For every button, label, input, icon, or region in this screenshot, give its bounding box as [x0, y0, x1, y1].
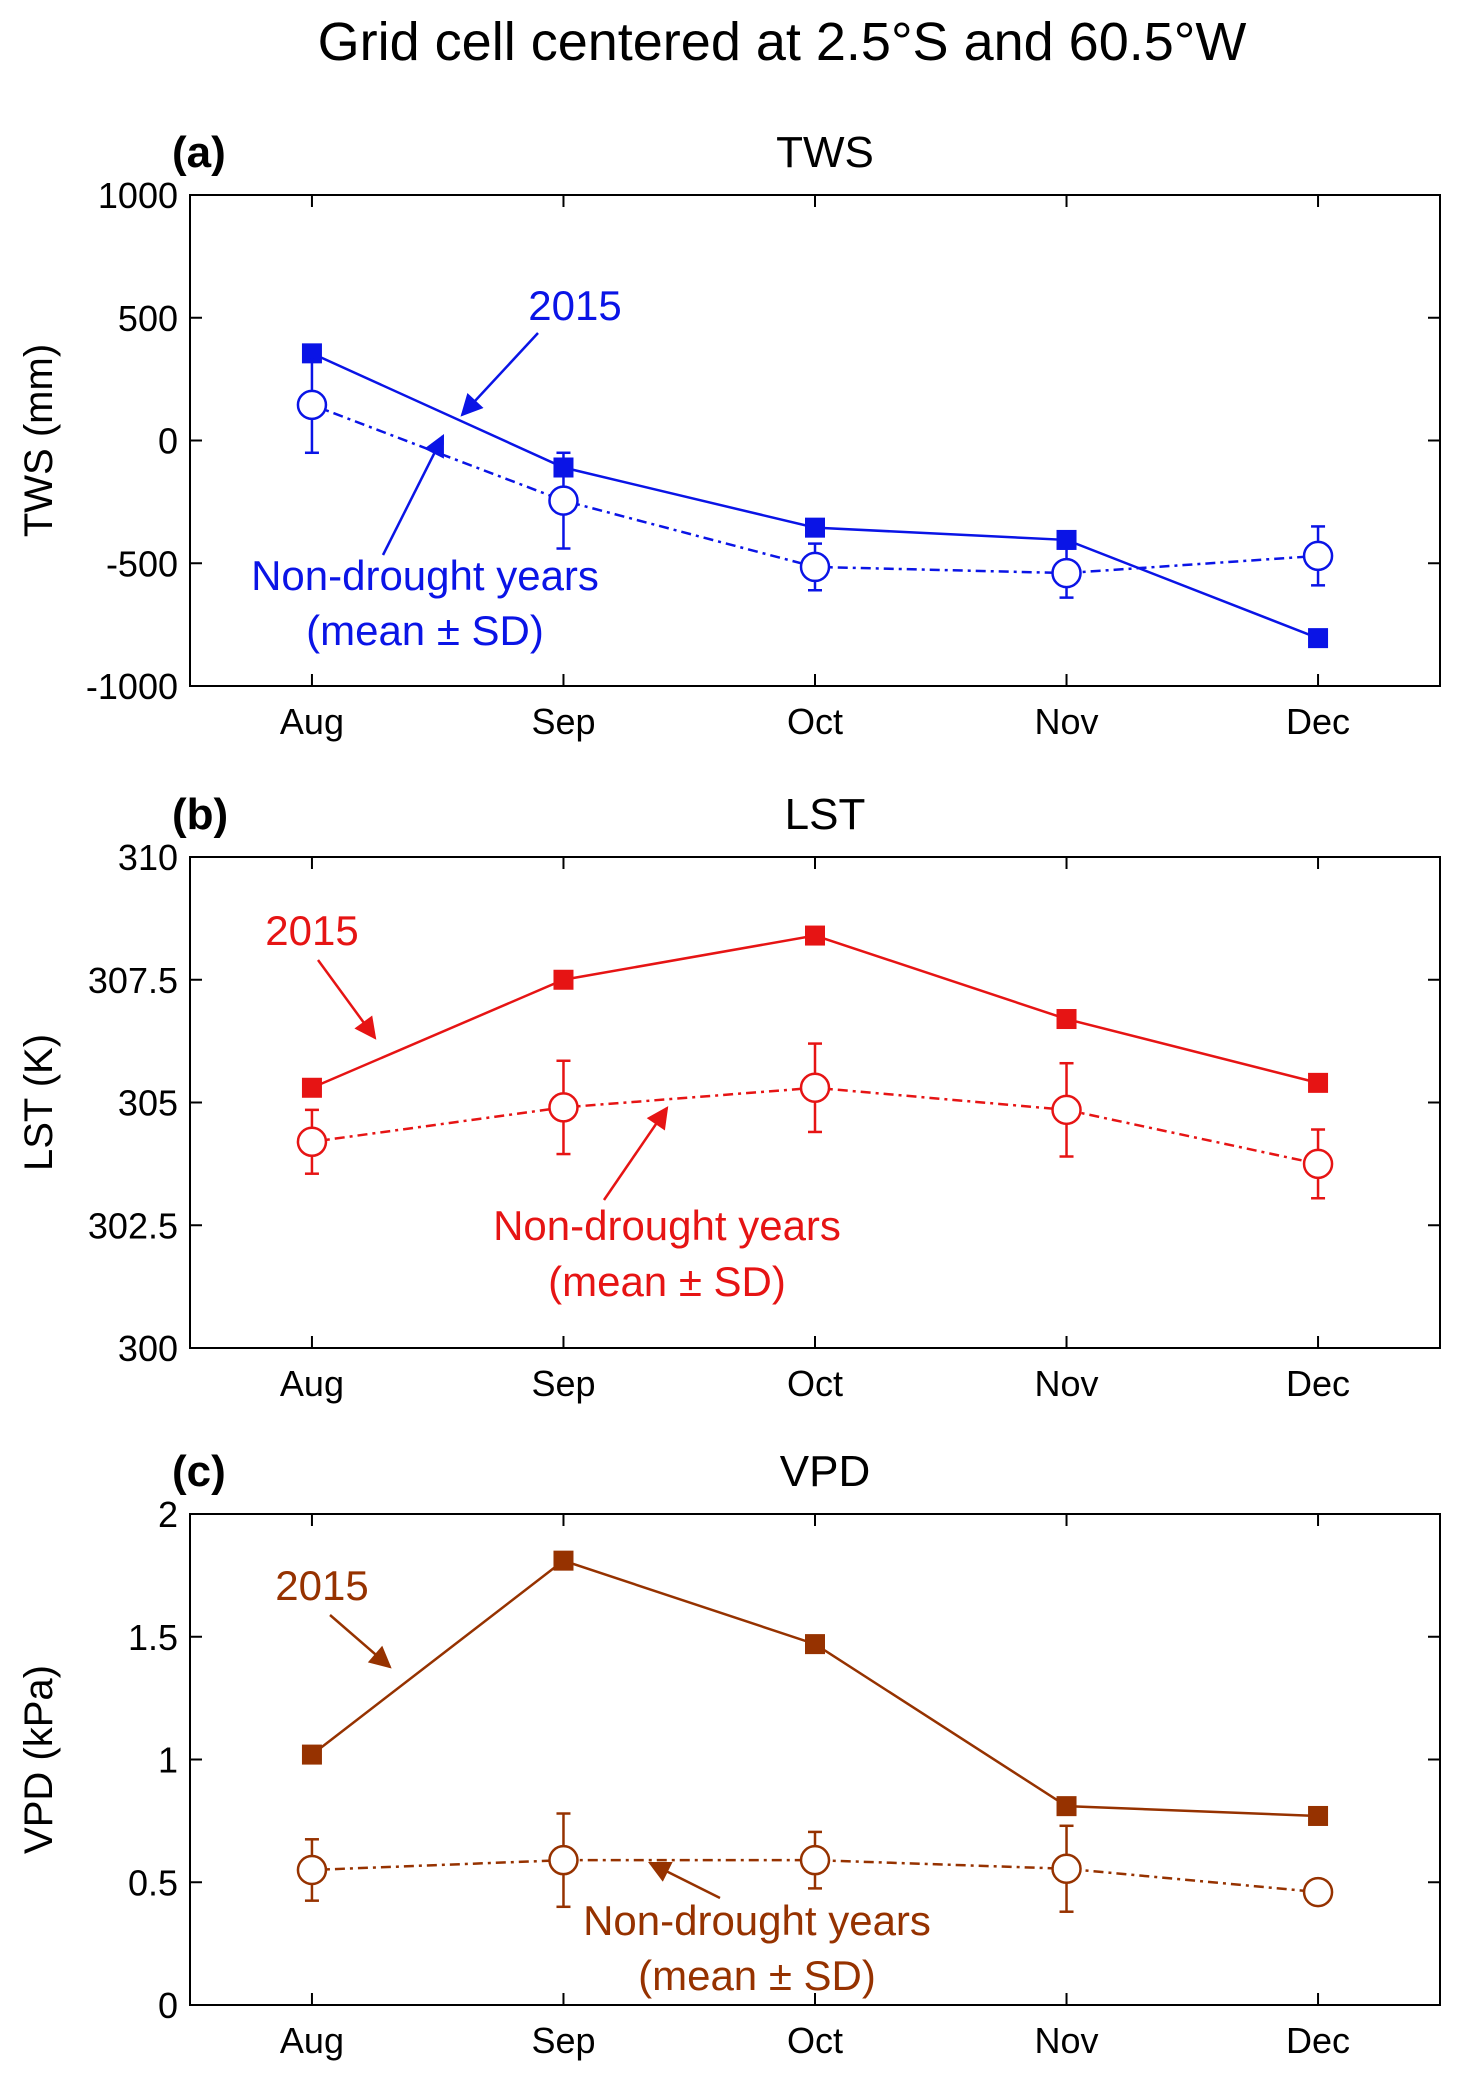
data-point	[799, 1844, 831, 1876]
data-point	[296, 389, 328, 421]
panel-tws: (a) TWS 1000 500 0 -500 -1000 Aug Sep Oct Nov Dec TW…	[17, 128, 1441, 742]
data-point	[548, 485, 579, 516]
annotation-2015-arrow	[329, 1614, 392, 1669]
x-tick-label: Aug	[280, 1363, 344, 1404]
panel-label: (b)	[172, 790, 228, 839]
annotation-non-drought-label: Non-drought years	[583, 1897, 931, 1944]
data-point	[1051, 1853, 1082, 1884]
y-tick-label: -500	[106, 543, 178, 584]
annotation-2015-label: 2015	[265, 907, 358, 954]
annotation-2015-arrow	[316, 959, 377, 1040]
y-tick-label: 0.5	[128, 1862, 178, 1903]
y-tick-label: 307.5	[88, 960, 178, 1001]
data-point	[548, 1092, 579, 1123]
chart-panels: (a) TWS 1000 500 0 -500 -1000 Aug Sep Oct Nov Dec TW…	[17, 128, 1441, 2061]
annotation-non-drought-label: Non-drought years	[251, 552, 599, 599]
x-tick-label: Sep	[531, 701, 595, 742]
x-tick-label: Nov	[1035, 701, 1099, 742]
annotation-2015-label: 2015	[528, 282, 621, 329]
x-tick-label: Aug	[280, 2020, 344, 2061]
y-axis-label: TWS (mm)	[17, 344, 61, 537]
data-point	[1051, 1094, 1082, 1126]
data-point	[805, 1634, 825, 1655]
x-tick-label: Oct	[787, 701, 843, 742]
data-point	[301, 343, 322, 364]
panel-title: LST	[785, 790, 866, 839]
data-point	[1056, 1009, 1077, 1030]
data-point	[1302, 1148, 1334, 1180]
annotation-2015-label: 2015	[275, 1562, 368, 1609]
y-tick-label: 2	[158, 1494, 178, 1535]
data-point	[301, 1077, 322, 1098]
y-tick-label: 302.5	[88, 1205, 178, 1246]
data-point	[296, 1854, 328, 1886]
x-tick-label: Dec	[1286, 701, 1350, 742]
data-point	[1056, 1796, 1077, 1817]
data-point	[1308, 1805, 1329, 1826]
data-point	[1302, 540, 1334, 572]
annotation-non-drought-arrow	[381, 434, 445, 556]
panel-label: (c)	[172, 1447, 226, 1496]
data-point	[1056, 529, 1077, 550]
series-line	[311, 1858, 1319, 1894]
y-tick-label: 1000	[98, 175, 178, 216]
x-tick-label: Sep	[531, 1363, 595, 1404]
data-point	[553, 969, 574, 990]
data-point	[1308, 628, 1329, 649]
data-point	[301, 1744, 322, 1765]
x-tick-label: Oct	[787, 1363, 843, 1404]
data-point	[799, 551, 831, 583]
y-tick-label: 500	[118, 298, 178, 339]
panel-title: TWS	[776, 128, 874, 177]
panel-vpd: (c) VPD 2 1.5 1 0.5 0 Aug Sep Oct Nov Dec VPD (kPa) 2…	[17, 1447, 1441, 2061]
panel-label: (a)	[172, 128, 226, 177]
panel-lst: (b) LST 310 307.5 305 302.5 300 Aug Sep Oct Nov Dec…	[17, 790, 1441, 1404]
annotation-non-drought-sublabel: (mean ± SD)	[638, 1952, 876, 1999]
annotation-non-drought-label: Non-drought years	[493, 1202, 841, 1249]
annotation-2015-arrow	[460, 332, 539, 417]
y-axis-label: VPD (kPa)	[17, 1665, 61, 1854]
figure-title: Grid cell centered at 2.5°S and 60.5°W	[318, 12, 1247, 72]
data-point	[805, 925, 825, 946]
y-axis-label: LST (K)	[17, 1034, 61, 1171]
x-tick-label: Sep	[531, 2020, 595, 2061]
annotation-non-drought-arrow	[602, 1106, 669, 1201]
x-tick-label: Aug	[280, 701, 344, 742]
annotation-non-drought-sublabel: (mean ± SD)	[306, 607, 544, 654]
y-tick-label: 1	[158, 1740, 178, 1781]
y-tick-label: 0	[158, 1985, 178, 2026]
data-point	[296, 1126, 328, 1158]
panel-title: VPD	[780, 1447, 870, 1496]
x-tick-label: Nov	[1035, 2020, 1099, 2061]
y-tick-label: 300	[118, 1328, 178, 1369]
annotation-non-drought-sublabel: (mean ± SD)	[548, 1258, 786, 1305]
data-point	[1308, 1072, 1329, 1093]
x-tick-label: Dec	[1286, 2020, 1350, 2061]
annotation-non-drought-arrow	[648, 1861, 721, 1900]
y-tick-label: 1.5	[128, 1617, 178, 1658]
y-tick-label: 0	[158, 421, 178, 462]
data-point	[1051, 557, 1082, 589]
y-tick-label: 305	[118, 1083, 178, 1124]
x-tick-label: Oct	[787, 2020, 843, 2061]
data-point	[1302, 1876, 1334, 1908]
data-point	[799, 1072, 831, 1104]
y-tick-label: -1000	[86, 666, 178, 707]
series-line	[311, 1559, 1319, 1818]
data-point	[805, 517, 825, 538]
y-tick-label: 310	[118, 837, 178, 878]
x-tick-label: Nov	[1035, 1363, 1099, 1404]
x-tick-label: Dec	[1286, 1363, 1350, 1404]
data-point	[553, 1550, 574, 1571]
data-point	[548, 1844, 579, 1876]
